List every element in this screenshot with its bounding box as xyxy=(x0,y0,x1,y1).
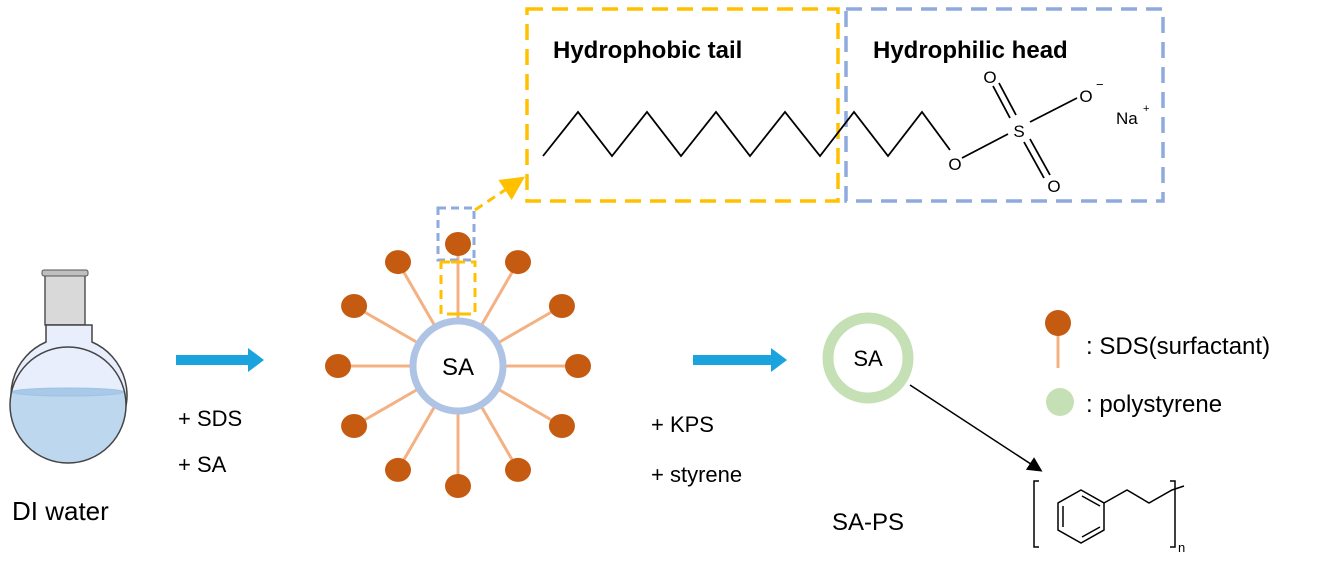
charge-plus: + xyxy=(1143,103,1149,115)
sds-head xyxy=(548,294,575,318)
legend-sds-label: : SDS(surfactant) xyxy=(1086,333,1270,360)
sds-tail xyxy=(479,404,520,471)
polystyrene-legend-icon xyxy=(1046,388,1074,416)
atom-o-bottom: O xyxy=(1047,177,1060,196)
reaction-arrow-1 xyxy=(176,348,264,372)
sds-head xyxy=(505,457,531,482)
legend: : SDS(surfactant) : polystyrene xyxy=(1045,310,1270,418)
sa-ps-particle xyxy=(822,312,914,404)
hydrophilic-head-title: Hydrophilic head xyxy=(873,37,1068,64)
sds-head xyxy=(341,414,368,438)
sds-head xyxy=(385,457,411,482)
atom-na: Na xyxy=(1116,109,1138,128)
atom-o-ester: O xyxy=(948,155,961,174)
legend-ps-label: : polystyrene xyxy=(1086,391,1222,418)
sds-head xyxy=(565,354,591,378)
step2-kps-label: + KPS xyxy=(651,412,714,437)
step1-sds-label: + SDS xyxy=(178,406,242,431)
sds-head xyxy=(445,232,471,256)
head-highlight-box xyxy=(436,206,476,262)
zoom-pointer-arrow xyxy=(474,176,525,212)
sds-head xyxy=(341,294,368,318)
sds-tail xyxy=(396,261,437,328)
sds-tail xyxy=(396,404,437,471)
hydrophilic-head-box xyxy=(844,7,1165,203)
sds-head xyxy=(385,250,411,275)
hydrophobic-tail-box xyxy=(525,7,840,203)
sds-head xyxy=(325,354,351,378)
di-water-label: DI water xyxy=(12,496,109,526)
sa-ps-label: SA-PS xyxy=(832,509,904,536)
sds-head xyxy=(548,414,575,438)
atom-o-minus: O xyxy=(1079,87,1092,106)
atom-s: S xyxy=(1013,122,1024,141)
sds-head xyxy=(505,250,531,275)
reaction-arrow-2 xyxy=(693,348,787,372)
sds-legend-icon xyxy=(1045,310,1071,336)
atom-o-top: O xyxy=(983,68,996,87)
hydrophobic-tail-title: Hydrophobic tail xyxy=(553,37,742,64)
sds-head xyxy=(445,474,471,498)
sa-core-label: SA xyxy=(442,354,474,381)
charge-minus: − xyxy=(1096,77,1104,92)
step1-sa-label: + SA xyxy=(178,452,227,477)
flask-icon xyxy=(9,269,128,464)
step2-styrene-label: + styrene xyxy=(651,462,742,487)
sa-ps-core-label: SA xyxy=(853,346,883,371)
sds-molecule xyxy=(542,82,1078,179)
sds-micelle xyxy=(325,232,591,498)
sa-core-ring xyxy=(409,317,507,415)
sds-tail xyxy=(479,261,520,328)
polystyrene-structure xyxy=(1033,480,1185,548)
structure-pointer-arrow xyxy=(909,384,1043,472)
repeat-n: n xyxy=(1178,540,1185,555)
